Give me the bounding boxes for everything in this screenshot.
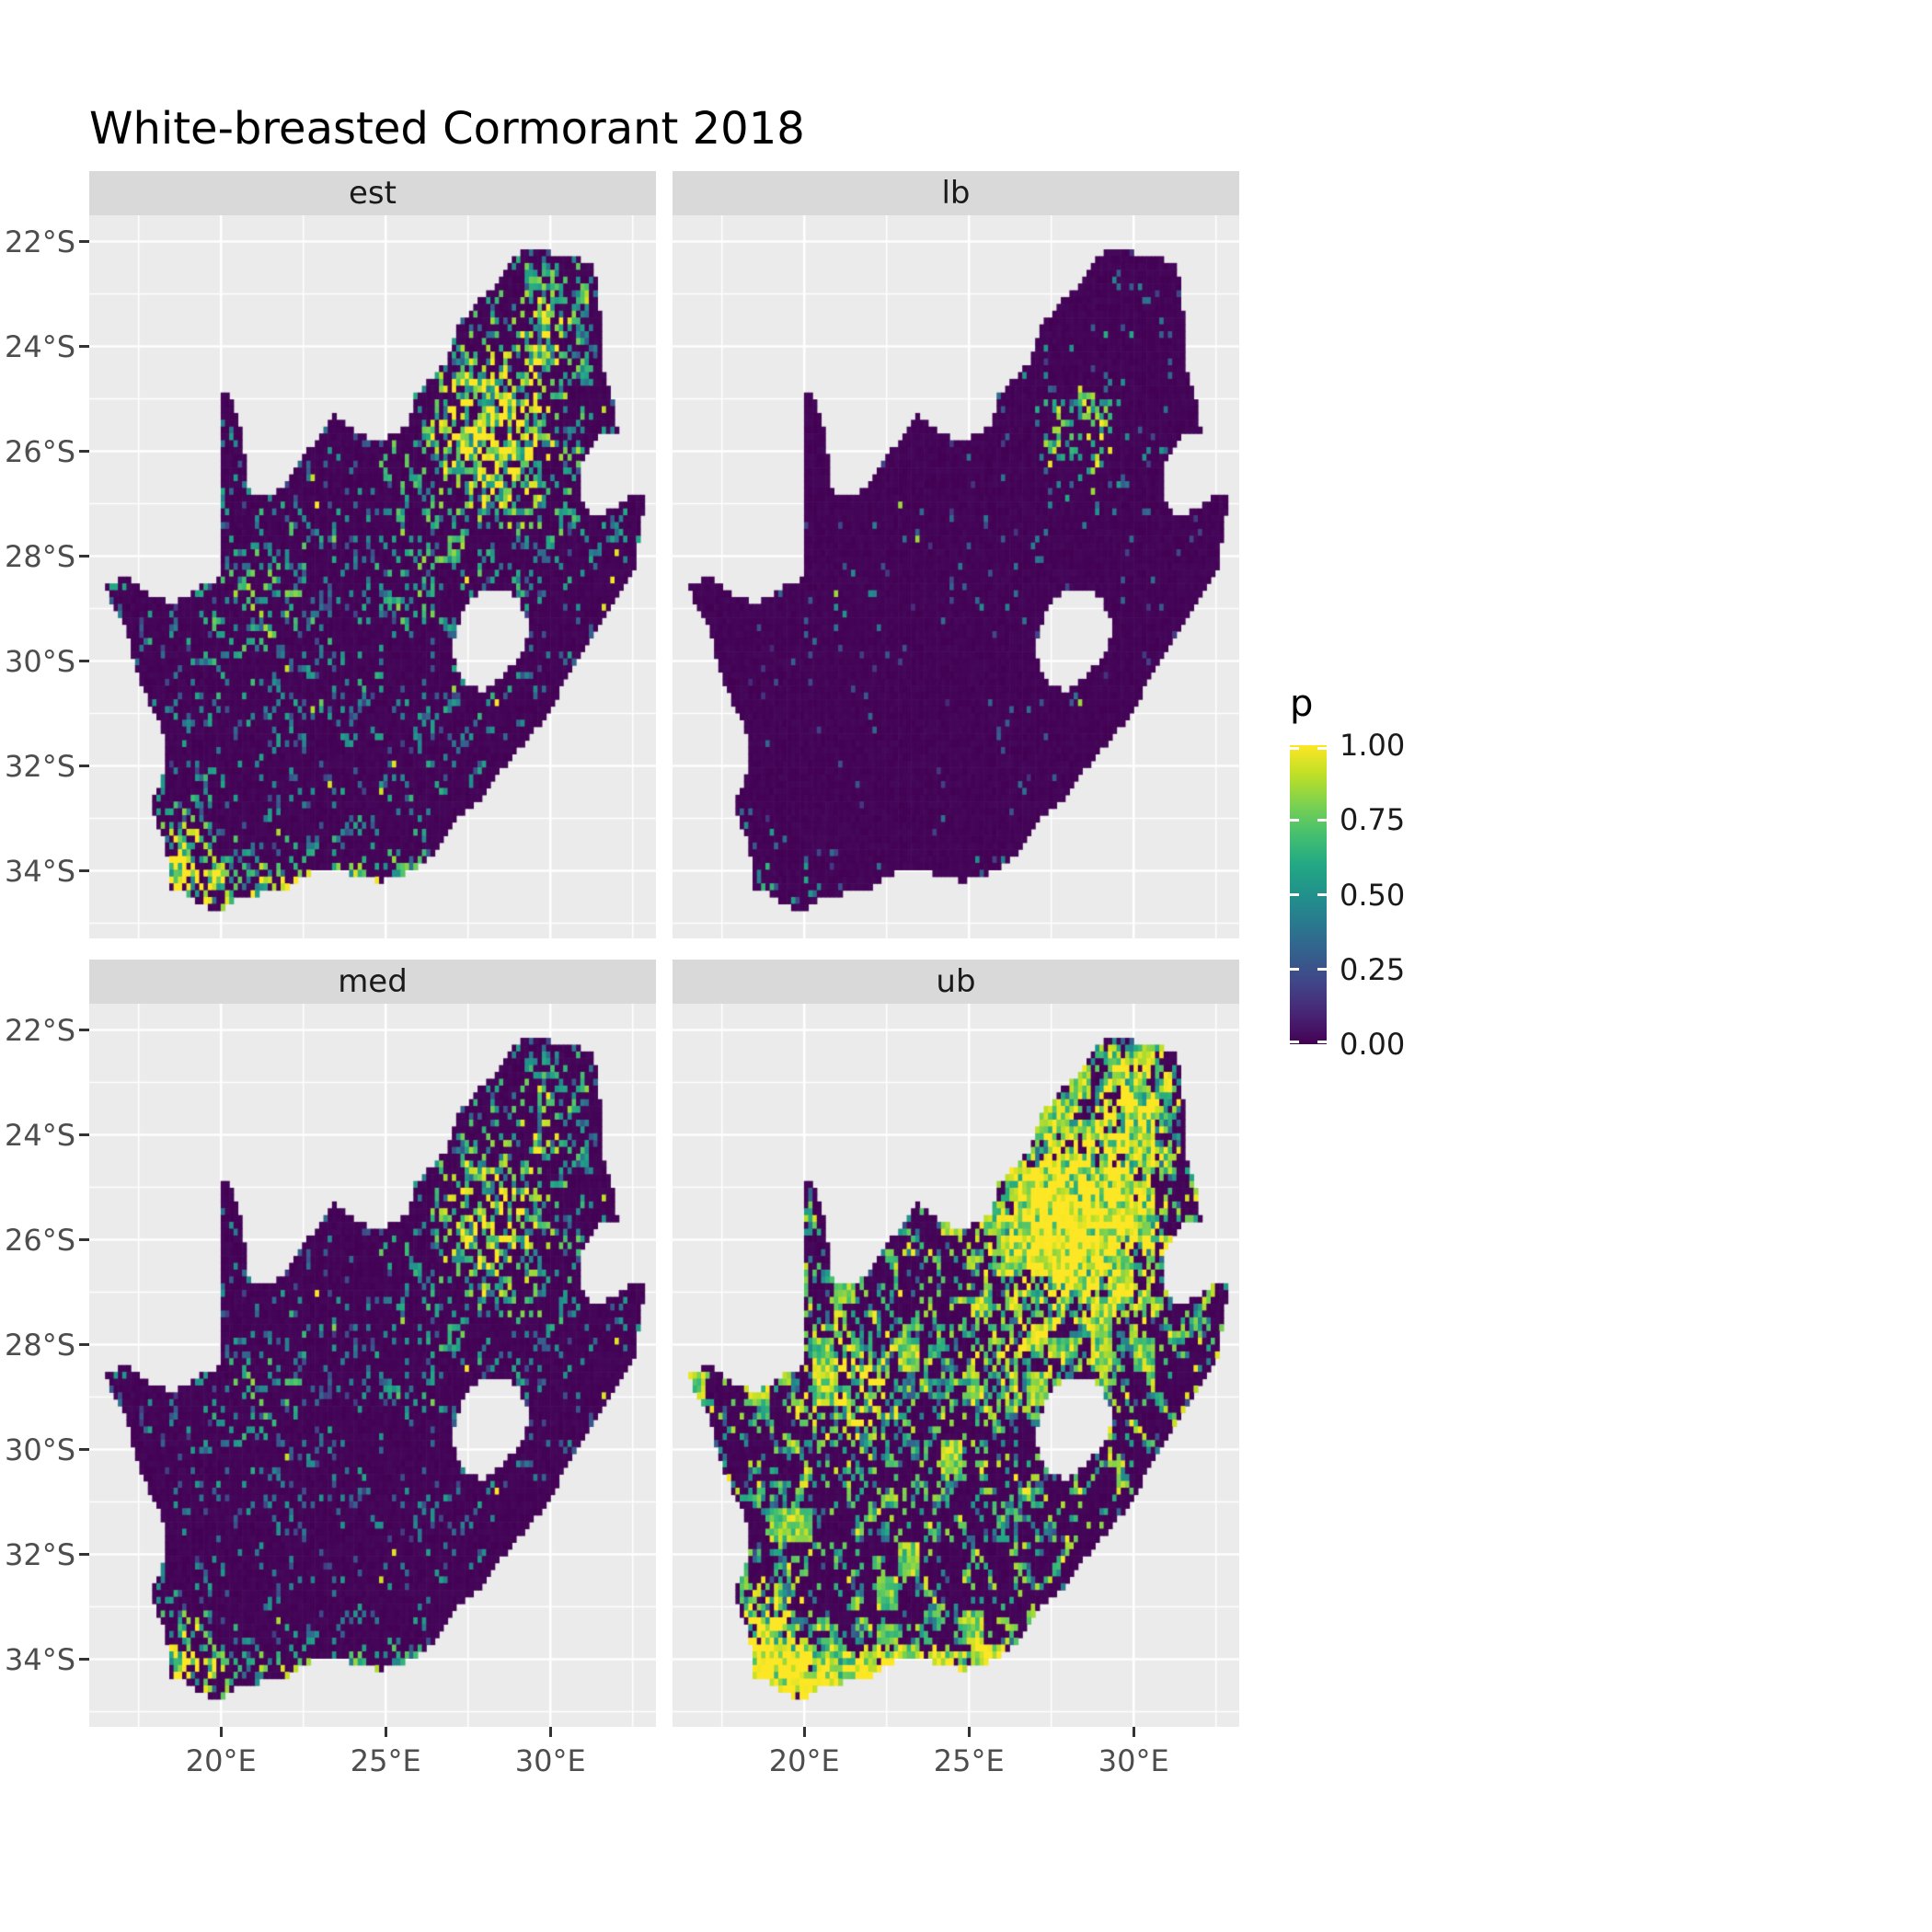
legend-title: p <box>1290 683 1314 725</box>
legend-colorbar-tick <box>1290 893 1299 896</box>
legend-label: 0.00 <box>1340 1027 1406 1062</box>
y-tick-mark <box>79 1343 89 1346</box>
legend-label: 1.00 <box>1340 728 1406 763</box>
x-tick-label: 20°E <box>768 1743 840 1778</box>
y-tick-mark <box>79 1029 89 1031</box>
y-tick-mark <box>79 765 89 767</box>
facet-strip-label-lb: lb <box>941 175 971 212</box>
y-tick-mark <box>79 1658 89 1661</box>
legend-colorbar-tick <box>1290 1040 1299 1043</box>
y-tick-label: 28°S <box>4 538 75 574</box>
legend-label: 0.75 <box>1340 802 1406 838</box>
y-tick-mark <box>79 1448 89 1451</box>
y-tick-label: 22°S <box>4 224 75 259</box>
x-tick-mark <box>219 1727 223 1737</box>
y-tick-label: 32°S <box>4 1536 75 1572</box>
x-tick-mark <box>548 1727 552 1737</box>
facet-map-lb <box>673 215 1239 938</box>
y-tick-mark <box>79 345 89 348</box>
facet-strip-med: med <box>89 960 656 1004</box>
legend-colorbar-tick <box>1290 968 1299 972</box>
y-tick-label: 24°S <box>4 328 75 364</box>
x-tick-label: 30°E <box>1098 1743 1169 1778</box>
facet-strip-label-ub: ub <box>936 963 976 1000</box>
x-tick-mark <box>384 1727 387 1737</box>
y-tick-label: 34°S <box>4 1641 75 1677</box>
y-tick-label: 34°S <box>4 853 75 889</box>
facet-strip-label-est: est <box>349 175 397 212</box>
x-tick-label: 20°E <box>185 1743 257 1778</box>
x-tick-label: 30°E <box>514 1743 586 1778</box>
y-tick-label: 22°S <box>4 1012 75 1048</box>
facet-strip-est: est <box>89 171 656 215</box>
facet-map-ub <box>673 1004 1239 1727</box>
plot-title: White-breasted Cormorant 2018 <box>89 103 805 155</box>
y-tick-mark <box>79 660 89 662</box>
y-tick-mark <box>79 1238 89 1241</box>
facet-map-med <box>89 1004 656 1727</box>
legend-colorbar-tick <box>1317 968 1327 972</box>
x-tick-mark <box>1132 1727 1135 1737</box>
legend-colorbar-tick <box>1317 1040 1327 1043</box>
y-tick-mark <box>79 240 89 243</box>
y-tick-mark <box>79 869 89 872</box>
y-tick-label: 28°S <box>4 1327 75 1363</box>
facet-strip-lb: lb <box>673 171 1239 215</box>
y-tick-mark <box>79 555 89 558</box>
y-tick-label: 30°S <box>4 643 75 679</box>
y-tick-mark <box>79 1553 89 1556</box>
y-tick-mark <box>79 1133 89 1136</box>
x-tick-mark <box>802 1727 806 1737</box>
x-tick-label: 25°E <box>350 1743 421 1778</box>
y-tick-label: 24°S <box>4 1117 75 1153</box>
x-tick-mark <box>967 1727 971 1737</box>
legend-colorbar-tick <box>1317 893 1327 896</box>
y-tick-label: 26°S <box>4 433 75 469</box>
x-tick-label: 25°E <box>933 1743 1005 1778</box>
legend-colorbar-tick <box>1290 746 1299 750</box>
legend-label: 0.50 <box>1340 877 1406 913</box>
legend-colorbar-tick <box>1290 818 1299 822</box>
y-tick-label: 26°S <box>4 1222 75 1258</box>
facet-strip-label-med: med <box>338 963 408 1000</box>
legend-colorbar-tick <box>1317 818 1327 822</box>
y-tick-label: 32°S <box>4 748 75 784</box>
y-tick-mark <box>79 450 89 453</box>
facet-map-est <box>89 215 656 938</box>
legend-colorbar-tick <box>1317 746 1327 750</box>
facet-strip-ub: ub <box>673 960 1239 1004</box>
legend-label: 0.25 <box>1340 951 1406 987</box>
y-tick-label: 30°S <box>4 1432 75 1467</box>
